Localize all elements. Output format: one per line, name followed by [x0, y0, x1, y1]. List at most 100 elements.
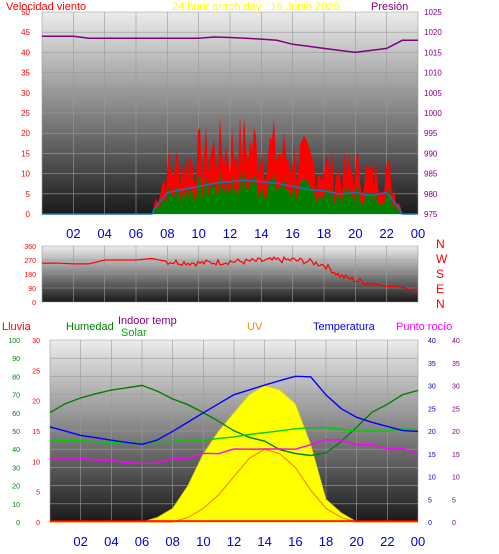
bottom-x-tick: 12: [227, 534, 241, 549]
top-x-tick: 20: [348, 226, 362, 241]
top-y-right-tick: 985: [424, 170, 438, 179]
wind-speed-area: [42, 114, 418, 214]
top-x-tick: 18: [317, 226, 331, 241]
label-rain: Lluvia: [2, 321, 32, 333]
top-y-left-tick: 30: [21, 89, 30, 98]
bottom-y-temp-ticks: 0 5 10 15 20 25 30: [32, 338, 40, 527]
top-y-right-tick: 975: [424, 210, 438, 219]
top-x-tick: 08: [160, 226, 174, 241]
top-y-left-tick: 0: [26, 210, 31, 219]
bottom-y-right-tick: 35: [428, 361, 436, 368]
bottom-x-tick: 10: [196, 534, 210, 549]
top-x-tick: 00: [411, 226, 425, 241]
bottom-x-tick: 04: [104, 534, 118, 549]
top-y-right-tick: 1025: [424, 8, 442, 17]
top-y-left-tick: 25: [21, 109, 30, 118]
top-y-right-tick: 1000: [424, 109, 442, 118]
top-series: [42, 35, 418, 215]
top-y-left-tick: 10: [21, 170, 30, 179]
top-y-right-tick: 1005: [424, 89, 442, 98]
temperature-line: [49, 375, 419, 446]
compass-label: E: [436, 282, 444, 296]
top-y-left-tick: 20: [21, 129, 30, 138]
top-y-left-tick: 40: [21, 48, 30, 57]
bottom-y-right-tick-2: 15: [452, 452, 460, 459]
top-y-right-tick: 1015: [424, 48, 442, 57]
top-y-right-tick: 1010: [424, 69, 442, 78]
label-dewpoint: Punto rocío: [396, 321, 452, 333]
bottom-y-rain-tick: 40: [12, 447, 20, 454]
wind-low-area: [42, 169, 418, 214]
top-x-tick: 04: [97, 226, 111, 241]
bottom-y-right-tick: 15: [428, 452, 436, 459]
bottom-y-right-ticks: 0 0 5 5 10 10 15 15 20 20 25 25 30 30 35 35 40 40: [428, 338, 460, 527]
bottom-y-right-tick-2: 5: [452, 497, 456, 504]
bottom-y-rain-tick: 70: [12, 393, 20, 400]
mid-y-tick: 90: [28, 286, 36, 293]
top-x-tick: 12: [223, 226, 237, 241]
mid-grid: [41, 245, 419, 303]
bottom-y-temp-tick: 15: [32, 429, 40, 436]
bottom-x-tick: 00: [411, 534, 425, 549]
top-left-label: Velocidad viento: [6, 1, 86, 13]
wind-direction-line: [42, 255, 419, 294]
top-x-ticks: 02 04 06 08 10 12 14 16 18 20 22 00: [66, 226, 425, 241]
mid-y-tick: 0: [32, 300, 36, 307]
humidity-line: [49, 384, 419, 457]
bottom-y-temp-tick: 20: [32, 399, 40, 406]
bottom-y-right-tick: 0: [428, 520, 432, 527]
label-uv: UV: [247, 321, 263, 333]
bottom-y-rain-ticks: 0 10 20 30 40 50 60 70 80 90 100: [8, 338, 20, 527]
bottom-x-tick: 14: [257, 534, 271, 549]
label-solar: Solar: [121, 327, 147, 339]
compass-label: N: [436, 237, 445, 251]
compass-label: W: [436, 252, 448, 266]
bottom-x-tick: 02: [73, 534, 87, 549]
pressure-line: [42, 35, 418, 54]
bottom-y-rain-tick: 50: [12, 429, 20, 436]
mid-series: [42, 255, 419, 294]
top-right-label: Presión: [371, 1, 408, 13]
bottom-y-right-tick-2: 25: [452, 406, 460, 413]
bottom-y-rain-tick: 30: [12, 465, 20, 472]
bottom-x-tick: 08: [165, 534, 179, 549]
label-temperature: Temperatura: [313, 321, 376, 333]
uv-line: [50, 448, 418, 523]
top-y-right-tick: 995: [424, 129, 438, 138]
bottom-y-rain-tick: 60: [12, 411, 20, 418]
bottom-y-rain-tick: 100: [8, 338, 20, 345]
bottom-y-right-tick: 5: [428, 497, 432, 504]
bottom-x-ticks: 02 04 06 08 10 12 14 16 18 20 22 00: [73, 534, 425, 549]
bottom-y-rain-tick: 80: [12, 374, 20, 381]
top-y-left-tick: 15: [21, 149, 30, 158]
dewpoint-line: [49, 439, 419, 465]
wind-average-line: [42, 179, 418, 215]
bottom-y-right-tick: 40: [428, 338, 436, 345]
top-y-right-ticks: 975 980 985 990 995 1000 1005 1010 1015 1020 1025: [424, 8, 442, 219]
top-x-tick: 14: [254, 226, 268, 241]
top-y-right-tick: 1020: [424, 28, 442, 37]
top-x-tick: 16: [285, 226, 299, 241]
indoor-temp-line: [49, 426, 419, 445]
compass-label: N: [436, 297, 445, 311]
bottom-y-right-tick: 10: [428, 475, 436, 482]
bottom-x-tick: 20: [349, 534, 363, 549]
bottom-y-right-tick-2: 40: [452, 338, 460, 345]
label-indoor: Indoor temp: [118, 315, 177, 327]
compass-label: S: [436, 267, 444, 281]
label-humidity: Humedad: [66, 321, 114, 333]
top-x-tick: 06: [129, 226, 143, 241]
bottom-y-temp-tick: 30: [32, 338, 40, 345]
top-x-tick: 02: [66, 226, 80, 241]
mid-y-ticks: 0 90 180 270 360: [24, 244, 36, 307]
top-y-left-tick: 5: [26, 190, 31, 199]
top-y-right-tick: 980: [424, 190, 438, 199]
bottom-y-temp-tick: 5: [36, 490, 40, 497]
bottom-x-tick: 22: [380, 534, 394, 549]
bottom-y-rain-tick: 10: [12, 502, 20, 509]
bottom-x-tick: 18: [319, 534, 333, 549]
